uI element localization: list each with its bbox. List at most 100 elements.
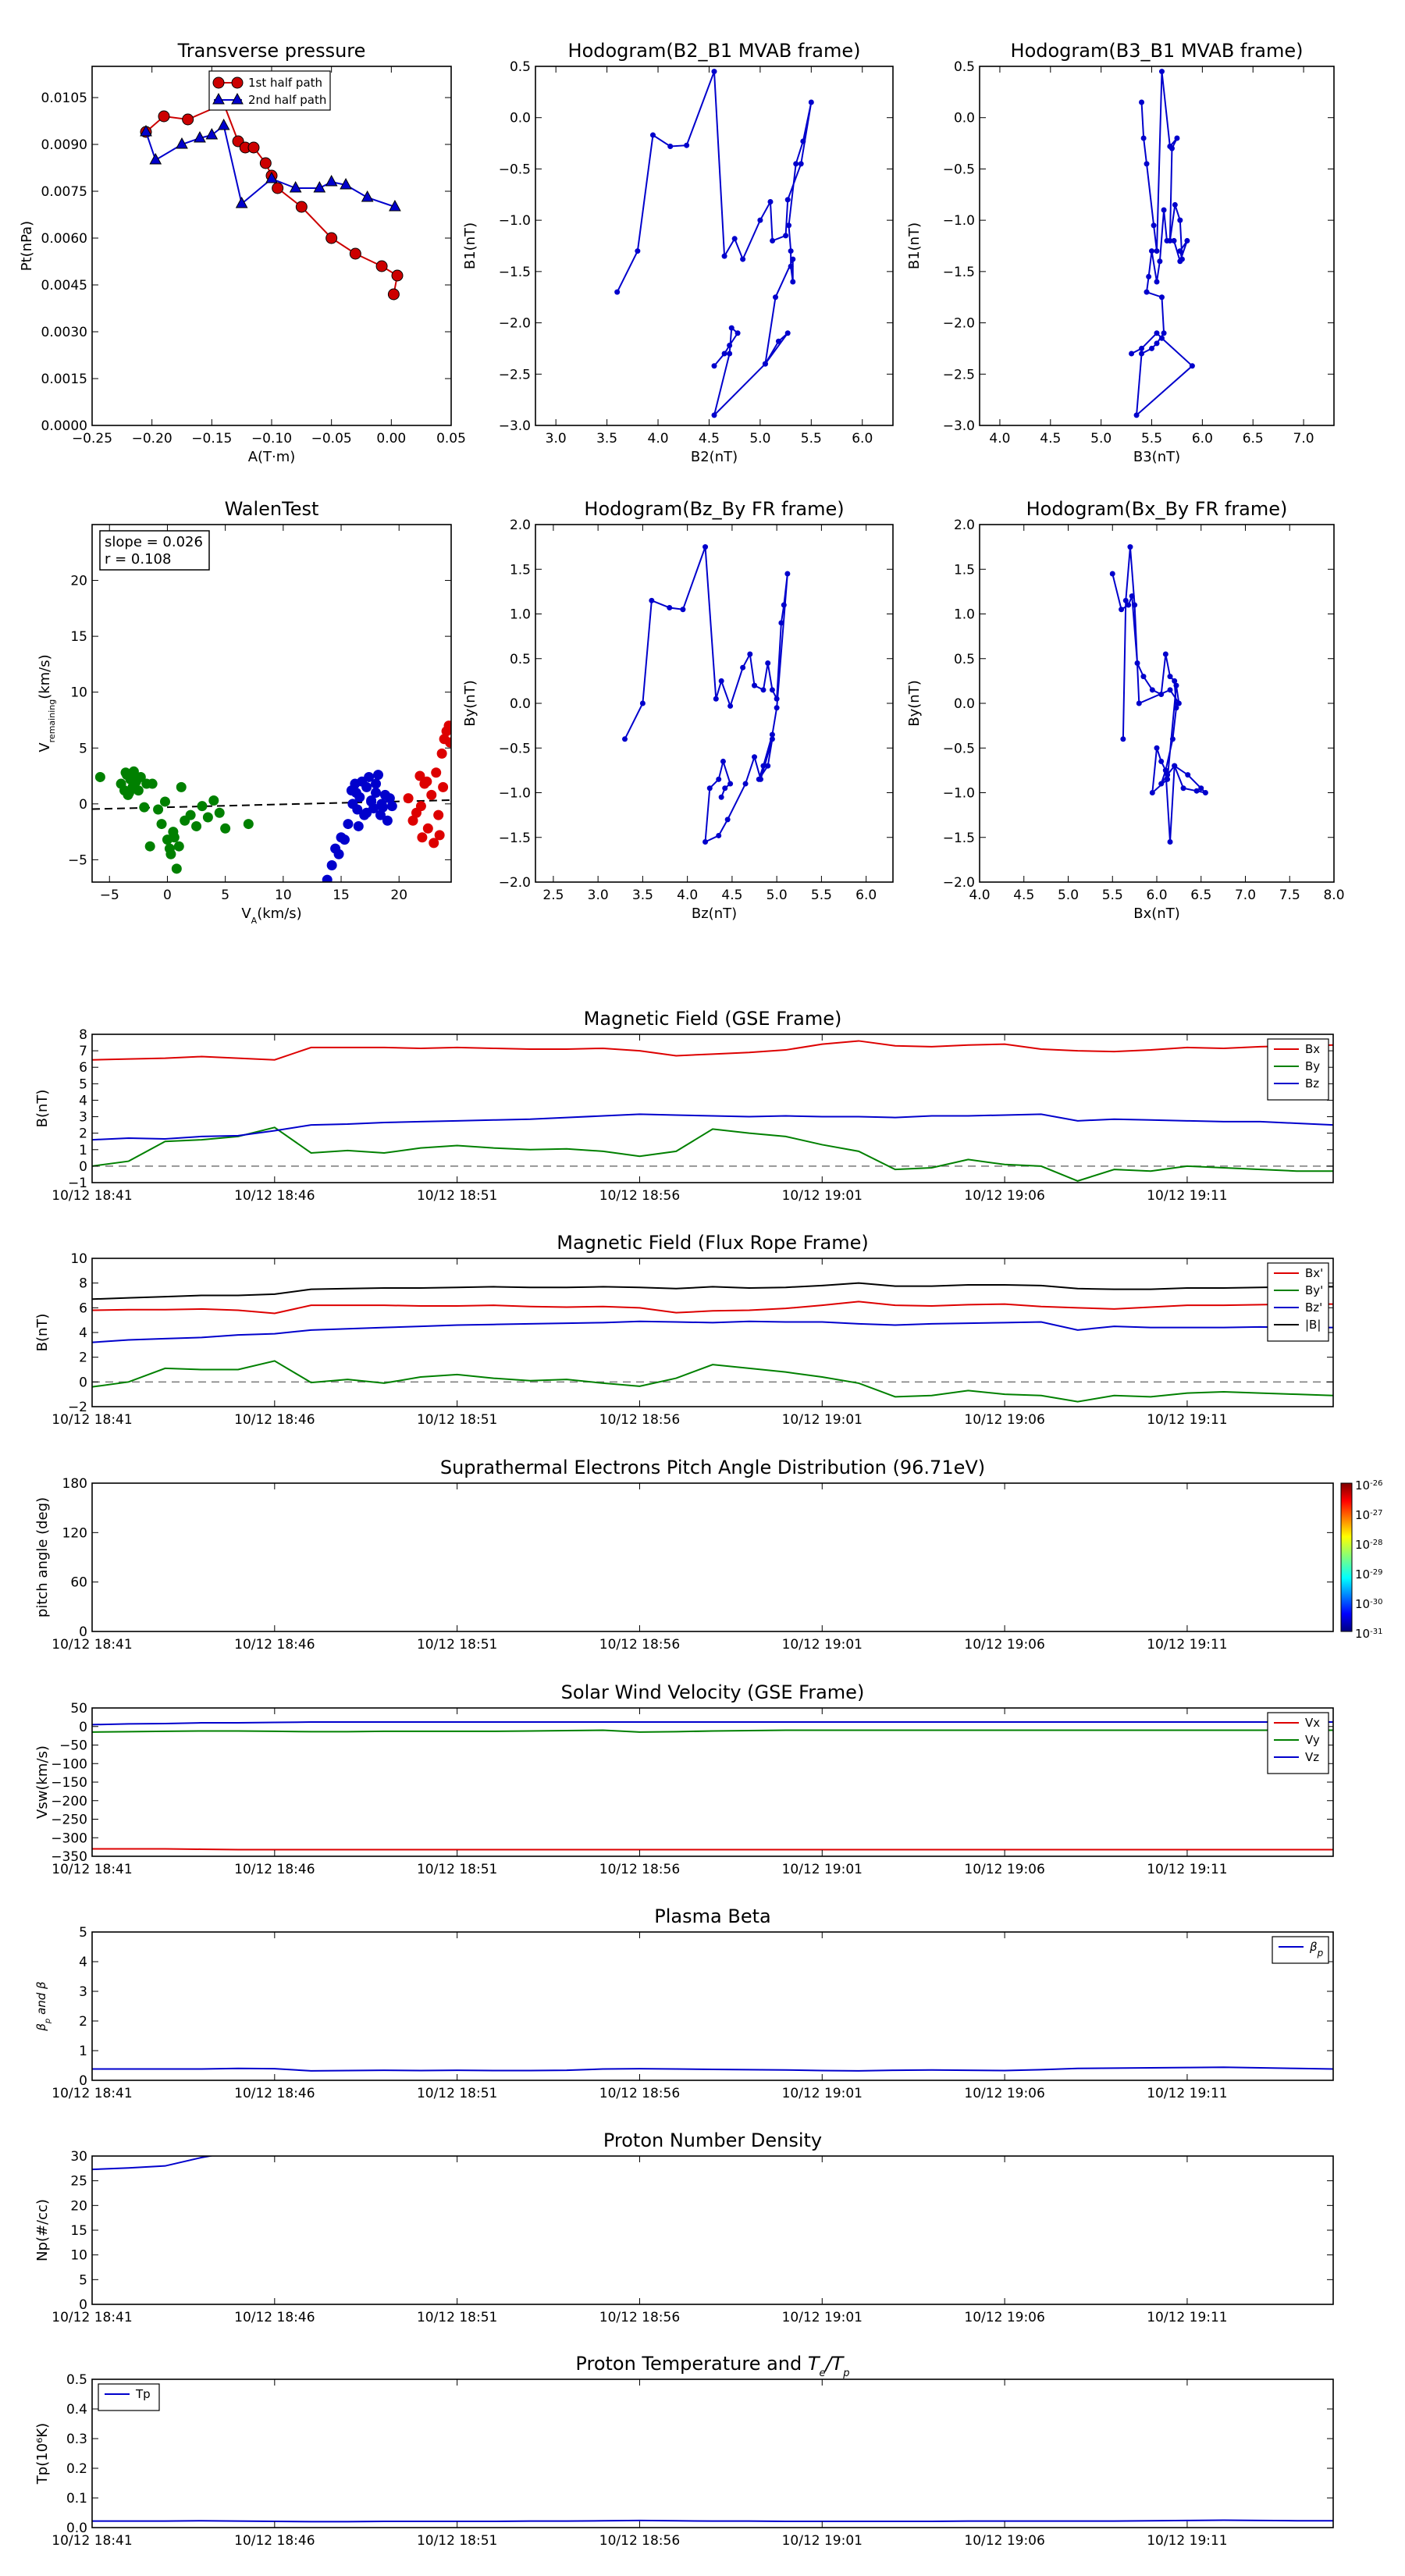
data-point [212, 76, 225, 89]
data-point [784, 330, 791, 336]
x-tick-label: 10/12 18:41 [52, 2086, 132, 2101]
x-tick-label: 10/12 18:51 [417, 2310, 497, 2325]
x-tick-label: 10/12 19:01 [782, 1862, 863, 1877]
legend-label: Bz' [1305, 1300, 1322, 1315]
legend-label: Tp [135, 2387, 151, 2401]
data-point [333, 849, 344, 859]
data-point [361, 190, 374, 202]
data-point [373, 770, 384, 781]
data-point [1177, 217, 1183, 223]
y-tick-label: 0.2 [66, 2461, 87, 2477]
data-point [1140, 135, 1147, 141]
panel-beta: 10/12 18:41 10/12 18:46 10/12 18:51 10/12 1… [34, 1905, 1334, 2101]
data-point [784, 197, 791, 203]
x-tick-label: 10/12 19:01 [782, 2310, 863, 2325]
data-point [1162, 651, 1168, 657]
y-tick-label: 10 [70, 2248, 87, 2264]
y-tick-label: 0.0 [510, 696, 531, 712]
x-tick-label: 10/12 18:46 [234, 1412, 315, 1428]
data-point [339, 834, 350, 845]
series-line [624, 546, 788, 844]
x-tick-label: 10/12 18:46 [234, 2310, 315, 2325]
series [1129, 69, 1195, 418]
series-line [92, 1360, 1333, 1403]
data-point [434, 830, 445, 841]
data-point [790, 256, 796, 262]
x-tick-label: 10/12 18:46 [234, 2086, 315, 2101]
x-tick-label: 10/12 18:41 [52, 1862, 132, 1877]
data-point [774, 696, 780, 702]
data-point [1149, 790, 1155, 795]
data-point [752, 754, 758, 760]
data-point [384, 793, 395, 804]
y-tick-label: 1 [79, 2044, 87, 2059]
x-axis-label: B2(nT) [691, 449, 738, 465]
x-tick-label: 10/12 19:11 [1147, 2533, 1227, 2549]
data-point [343, 819, 354, 830]
y-tick-label: 0.0060 [41, 231, 87, 247]
legend-box [1272, 1936, 1329, 1964]
data-point [231, 92, 244, 105]
y-tick-label: −2.5 [943, 367, 975, 382]
data-point [1177, 258, 1183, 265]
data-point [1154, 330, 1160, 336]
y-tick-label: −1.5 [943, 831, 975, 846]
data-point [770, 237, 776, 244]
y-tick-label: 0.5 [510, 59, 531, 75]
y-tick-label: −50 [59, 1738, 87, 1754]
x-tick-label: 7.5 [1279, 888, 1300, 903]
data-point [649, 132, 656, 138]
data-point [622, 736, 628, 742]
data-point [417, 832, 428, 843]
data-point [1119, 607, 1125, 613]
data-point [176, 781, 187, 792]
y-axis-label: pitch angle (deg) [34, 1497, 51, 1617]
data-point [774, 705, 780, 711]
data-point [1202, 790, 1208, 795]
data-point [721, 253, 727, 259]
data-point [716, 776, 722, 782]
y-axis-label: Vsw(km/s) [34, 1745, 51, 1819]
data-point [727, 781, 734, 787]
x-tick-label: 10/12 19:06 [964, 2533, 1044, 2549]
y-tick-label: 0 [79, 797, 87, 813]
y-tick-label: 0 [79, 2073, 87, 2089]
x-tick-label: 5.5 [801, 431, 822, 447]
data-point [147, 778, 158, 789]
data-point [389, 199, 401, 212]
y-tick-label: 15 [70, 629, 87, 645]
legend-label: βp [1309, 1940, 1324, 1959]
x-tick-label: 10/12 19:11 [1147, 2086, 1227, 2101]
data-point [197, 801, 208, 812]
x-tick-label: 10/12 19:11 [1147, 1188, 1227, 1204]
x-axis-label: VA(km/s) [241, 906, 301, 926]
data-point [790, 279, 796, 285]
x-tick-label: 4.5 [721, 888, 742, 903]
axes-frame [979, 524, 1335, 883]
y-tick-label: 0 [79, 1720, 87, 1735]
data-point [727, 350, 733, 357]
data-point [149, 152, 162, 165]
data-point [426, 789, 437, 800]
y-axis-label: B(nT) [34, 1314, 51, 1352]
data-point [1109, 571, 1115, 577]
x-tick-label: 3.0 [588, 888, 609, 903]
y-tick-label: 0.0000 [41, 418, 87, 434]
data-point [1139, 345, 1145, 351]
plot-area [92, 1040, 1333, 1182]
y-axis-label: By(nT) [906, 680, 923, 726]
x-tick-label: 10/12 18:51 [417, 1188, 497, 1204]
series-line [92, 2066, 1333, 2072]
y-tick-label: 4 [79, 1093, 87, 1108]
data-point [1172, 678, 1178, 684]
x-tick-label: 10/12 18:41 [52, 1188, 132, 1204]
x-tick-label: 10/12 18:51 [417, 1862, 497, 1877]
data-point [130, 770, 140, 781]
x-tick-label: 5.5 [1141, 431, 1162, 447]
data-point [1158, 294, 1165, 301]
data-point [1162, 767, 1168, 774]
series-line [92, 1282, 1333, 1300]
data-point [208, 795, 219, 806]
data-point [217, 118, 230, 130]
x-tick-label: 4.0 [648, 431, 669, 447]
